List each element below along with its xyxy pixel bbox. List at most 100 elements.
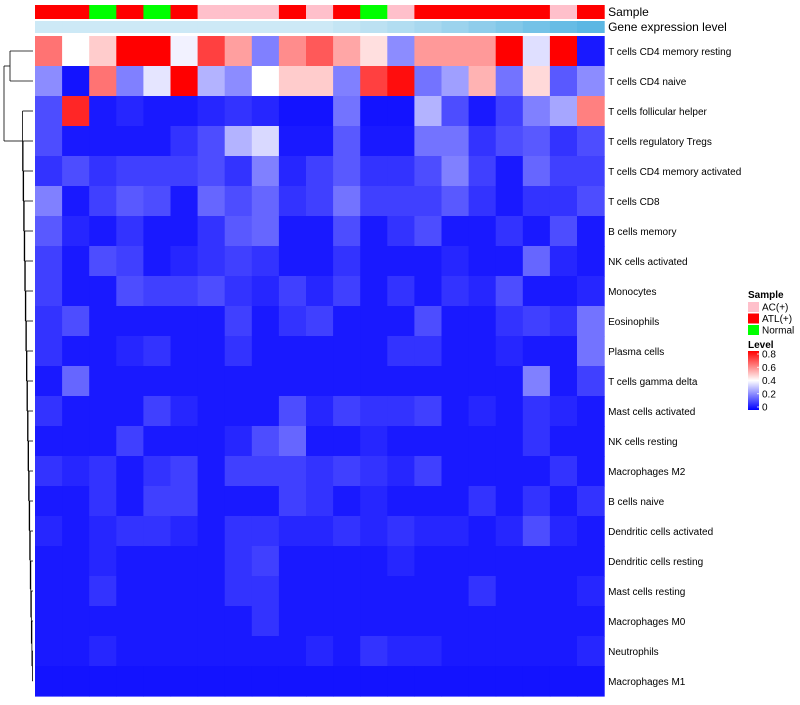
heatmap-cell [224,276,253,307]
row-label: Macrophages M2 [608,467,686,478]
heatmap-cell [143,306,172,337]
heatmap-cell [197,336,226,367]
heatmap-cell [35,96,63,127]
heatmap-cell [414,606,443,637]
heatmap-cell [414,636,443,667]
heatmap-cell [224,516,253,547]
heatmap-cell [414,516,443,547]
heatmap-cell [414,336,443,367]
heatmap-cell [251,36,280,67]
heatmap-cell [306,216,334,247]
level-colorbar [748,351,759,410]
heatmap-cell [441,636,470,667]
heatmap-cell [522,576,551,607]
heatmap-cell [143,666,172,697]
heatmap-cell [278,426,307,457]
heatmap-cell [333,186,361,217]
heatmap-cell [333,366,361,397]
expression-annot-cell [468,21,497,33]
heatmap-cell [306,456,334,487]
row-label: T cells regulatory Tregs [608,137,712,148]
sample-annot-cell [495,5,524,19]
heatmap-cell [522,96,551,127]
heatmap-cell [441,126,470,157]
heatmap-cell [306,306,334,337]
heatmap-cell [549,336,578,367]
sample-annot-cell [170,5,199,19]
sample-annot-cell [468,5,497,19]
heatmap-cell [495,246,524,277]
heatmap-cell [414,576,443,607]
heatmap-cell [251,66,280,97]
heatmap-cell [116,456,144,487]
heatmap-cell [62,66,90,97]
heatmap-cell [360,66,388,97]
heatmap-cell [143,276,172,307]
heatmap-cell [197,636,226,667]
sample-annot-cell [89,5,117,19]
sample-legend-swatch [748,313,759,324]
heatmap-cell [495,66,524,97]
heatmap-cell [278,486,307,517]
heatmap-cell [306,156,334,187]
heatmap-cell [89,276,117,307]
heatmap-cell [35,336,63,367]
heatmap-cell [522,186,551,217]
heatmap-cell [441,576,470,607]
heatmap-cell [468,246,497,277]
heatmap-cell [360,606,388,637]
heatmap-cell [333,156,361,187]
heatmap-cell [251,216,280,247]
heatmap-cell [35,606,63,637]
heatmap-cell [116,396,144,427]
heatmap-cell [224,36,253,67]
heatmap-cell [116,36,144,67]
heatmap-cell [577,396,605,427]
heatmap-cell [116,336,144,367]
heatmap-cell [441,186,470,217]
heatmap-cell [89,186,117,217]
heatmap-cell [360,186,388,217]
heatmap-cell [143,96,172,127]
heatmap-cell [306,96,334,127]
heatmap-cell [522,396,551,427]
heatmap-cell [197,426,226,457]
heatmap-cell [522,36,551,67]
heatmap-cell [224,66,253,97]
heatmap-cell [197,66,226,97]
heatmap-cell [549,546,578,577]
row-label: Mast cells resting [608,587,685,598]
heatmap-cell [35,126,63,157]
heatmap-cell [197,306,226,337]
heatmap-cell [387,306,415,337]
heatmap-cell [468,606,497,637]
heatmap-cell [441,276,470,307]
heatmap-cell [35,486,63,517]
heatmap-cell [414,96,443,127]
heatmap-cell [549,666,578,697]
heatmap-cell [306,576,334,607]
heatmap-cell [35,576,63,607]
heatmap-cell [468,66,497,97]
heatmap-cell [387,456,415,487]
heatmap-cell [360,456,388,487]
heatmap-cell [170,666,199,697]
heatmap-cell [333,546,361,577]
heatmap-cell [278,186,307,217]
heatmap-cell [360,426,388,457]
heatmap-cell [62,276,90,307]
heatmap-cell [116,486,144,517]
heatmap-cell [333,96,361,127]
heatmap-cell [251,516,280,547]
heatmap-cell [522,486,551,517]
heatmap-cell [549,216,578,247]
heatmap-cell [522,516,551,547]
heatmap-cell [387,126,415,157]
heatmap-cell [143,486,172,517]
heatmap-cell [224,546,253,577]
level-tick-label: 0.8 [762,350,776,361]
heatmap-cell [549,306,578,337]
heatmap-cell [89,606,117,637]
heatmap-cell [306,66,334,97]
heatmap-cell [441,426,470,457]
